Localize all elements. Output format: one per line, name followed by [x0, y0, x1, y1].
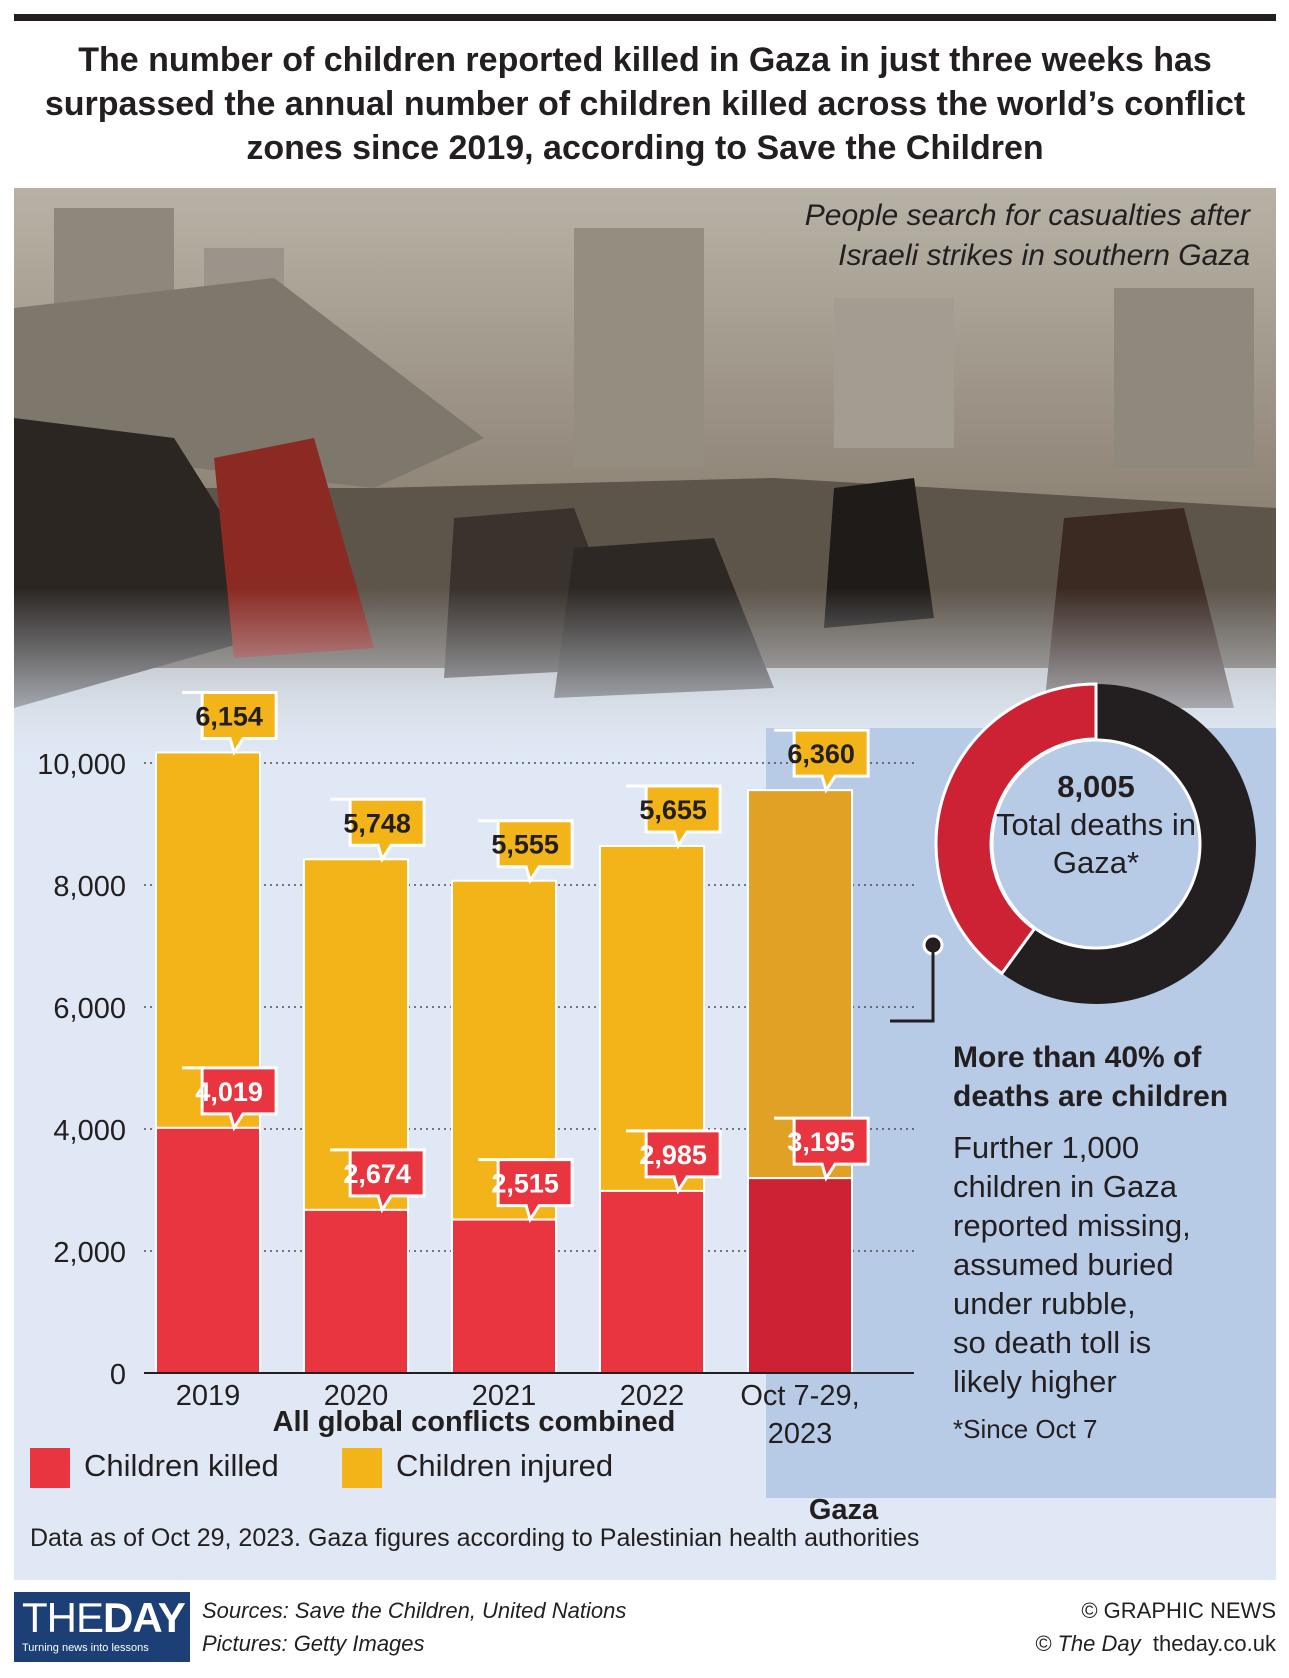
killed-2-label: 2,515	[491, 1169, 559, 1199]
x-tick-label-2: 2021	[472, 1380, 537, 1412]
theday-logo: THEDAY Turning news into lessons	[14, 1592, 190, 1662]
data-note: Data as of Oct 29, 2023. Gaza figures ac…	[30, 1524, 920, 1552]
x-tick-label-1: 2020	[324, 1380, 389, 1412]
headline: The number of children reported killed i…	[44, 41, 1246, 167]
logo-tagline: Turning news into lessons	[22, 1642, 149, 1654]
gaza-note: More than 40% of deaths are children Fur…	[953, 1038, 1276, 1445]
logo-day: DAY	[103, 1594, 186, 1641]
legend-label-killed: Children killed	[84, 1448, 279, 1484]
photo-caption: People search for casualties after Israe…	[804, 199, 1250, 272]
injured-3-label: 5,655	[639, 795, 707, 825]
copyright: © GRAPHIC NEWS	[1081, 1598, 1276, 1623]
injured-1-label: 5,748	[343, 808, 411, 838]
legend-swatch-injured	[342, 1448, 382, 1488]
killed-0-label: 4,019	[195, 1077, 263, 1107]
bar-killed-4	[747, 1177, 853, 1374]
x-tick-label-3: 2022	[620, 1380, 685, 1412]
note-heading: More than 40% of deaths are children	[953, 1041, 1229, 1113]
donut-hole	[990, 738, 1202, 950]
pictures-line: Pictures: Getty Images	[202, 1631, 425, 1656]
bar-killed-0	[155, 1126, 261, 1374]
site-prefix: © The Day	[1035, 1631, 1141, 1656]
y-tick-label-1: 2,000	[53, 1237, 126, 1269]
injured-4-callout	[774, 728, 870, 794]
note-footnote: *Since Oct 7	[953, 1414, 1098, 1444]
sources: Sources: Save the Children, United Natio…	[202, 1594, 626, 1660]
injured-4-label: 6,360	[787, 739, 855, 769]
bar-killed-1	[303, 1208, 409, 1374]
y-tick-label-5: 10,000	[37, 749, 126, 781]
total-deaths-value: 8,005	[1057, 769, 1135, 804]
injured-0-callout	[182, 690, 278, 757]
note-body: Further 1,000 children in Gaza reported …	[953, 1130, 1191, 1399]
injured-1-callout	[330, 797, 426, 863]
logo-the: THE	[22, 1594, 104, 1641]
killed-3-callout	[626, 1129, 722, 1195]
footer: THEDAY Turning news into lessons Sources…	[14, 1592, 1276, 1662]
rubble-photo	[14, 188, 1276, 768]
injured-2-label: 5,555	[491, 830, 559, 860]
legend-label-injured: Children injured	[396, 1448, 614, 1484]
y-tick-label-2: 4,000	[53, 1115, 126, 1147]
legend-item-injured: Children injured	[342, 1448, 613, 1488]
sources-line: Sources: Save the Children, United Natio…	[202, 1598, 627, 1623]
infographic-panel: People search for casualties after Israe…	[14, 188, 1276, 1580]
donut-center-label: 8,005 Total deaths in Gaza*	[991, 768, 1201, 882]
bar-killed-3	[599, 1189, 705, 1374]
y-tick-label-0: 0	[110, 1359, 126, 1391]
killed-1-label: 2,674	[343, 1159, 411, 1189]
credits: © GRAPHIC NEWS © The Day theday.co.uk	[1035, 1594, 1276, 1660]
y-tick-label-3: 6,000	[53, 993, 126, 1025]
gaza-group-label: Gaza	[808, 1494, 879, 1526]
stacked-bar-chart: 0 2,000 4,000 6,000 8,000 10,000 6,154 4,019 201…	[37, 682, 1256, 1450]
legend-swatch-killed	[30, 1448, 70, 1488]
injured-2-callout	[478, 819, 574, 885]
total-deaths-caption: Total deaths in Gaza*	[996, 807, 1196, 880]
injured-3-callout	[626, 784, 722, 850]
x-tick-label-4: Oct 7-29,	[740, 1380, 859, 1412]
bar-killed-2	[451, 1218, 557, 1374]
x-axis-title: All global conflicts combined	[272, 1406, 676, 1438]
legend-item-killed: Children killed	[30, 1448, 279, 1488]
killed-2-callout	[478, 1158, 574, 1224]
bar-injured-4	[747, 789, 853, 1180]
killed-4-callout	[774, 1116, 870, 1182]
x-tick-label-0: 2019	[176, 1380, 241, 1412]
donut-pointer-line	[890, 945, 935, 1023]
killed-0-callout	[182, 1066, 278, 1132]
y-tick-label-4: 8,000	[53, 871, 126, 903]
killed-4-label: 3,195	[787, 1127, 855, 1157]
injured-0-label: 6,154	[195, 701, 263, 731]
x-tick-label-4-1: 2023	[768, 1418, 833, 1450]
killed-1-callout	[330, 1148, 426, 1214]
top-rule	[14, 14, 1276, 21]
site-url: theday.co.uk	[1152, 1631, 1276, 1656]
killed-3-label: 2,985	[639, 1140, 707, 1170]
